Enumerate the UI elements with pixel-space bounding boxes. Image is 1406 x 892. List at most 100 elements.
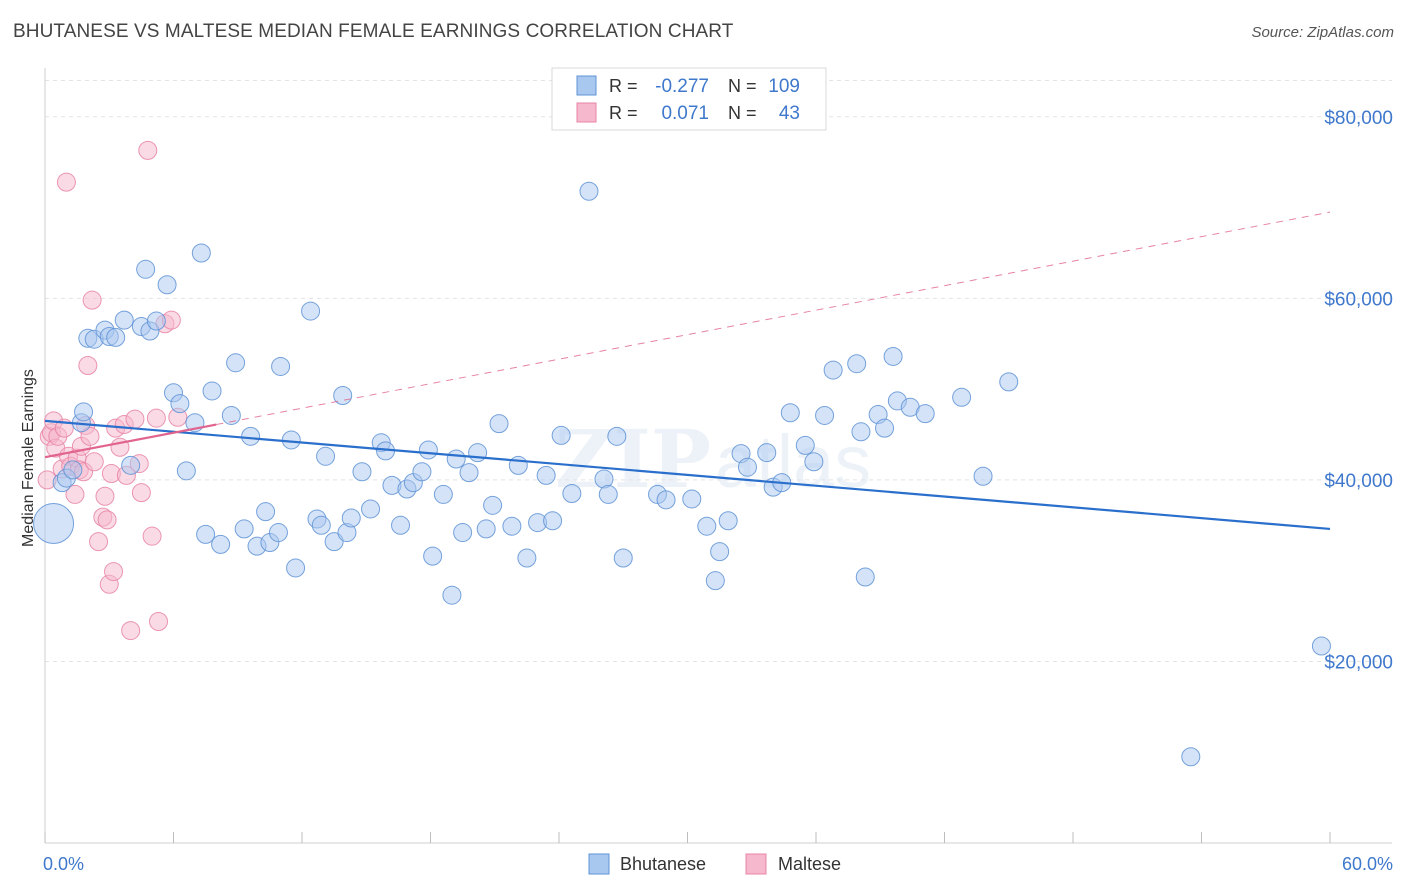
bhutanese-point [286, 558, 306, 578]
bhutanese-point [551, 425, 571, 445]
bhutanese-point [1181, 747, 1201, 767]
bhutanese-point [136, 259, 156, 279]
bhutanese-point [804, 452, 824, 472]
y-tick-labels: $20,000 $40,000 $60,000 $80,000 [1324, 108, 1393, 674]
bhutanese-point [973, 466, 993, 486]
y-tick-label-0: $20,000 [1324, 652, 1393, 673]
maltese-point [78, 356, 98, 376]
bottom-legend-swatch-maltese [745, 853, 767, 875]
bhutanese-point [316, 446, 336, 466]
maltese-point [104, 562, 124, 582]
maltese-point [146, 408, 166, 428]
bhutanese-point [847, 354, 867, 374]
maltese-point [97, 510, 117, 530]
bhutanese-point [442, 585, 462, 605]
legend-n-label-2: N = [728, 103, 757, 123]
bhutanese-point [211, 534, 231, 554]
bhutanese-point [579, 181, 599, 201]
bhutanese-point [121, 455, 141, 475]
bhutanese-point [815, 405, 835, 425]
bhutanese-point [795, 435, 815, 455]
bhutanese-point [281, 430, 301, 450]
maltese-point [125, 409, 145, 429]
legend-r-value-1: -0.277 [655, 76, 709, 97]
bhutanese-point [301, 301, 321, 321]
bhutanese-point [718, 511, 738, 531]
bhutanese-point [241, 426, 261, 446]
bhutanese-point [613, 548, 633, 568]
legend-r-value-2: 0.071 [661, 103, 709, 124]
bottom-legend: Bhutanese Maltese [588, 853, 841, 875]
bhutanese-point [176, 461, 196, 481]
legend-r-label-2: R = [609, 103, 638, 123]
bhutanese-point [324, 532, 344, 552]
bhutanese-point [952, 387, 972, 407]
bhutanese-point [598, 484, 618, 504]
x-tick-label-0: 0.0% [43, 854, 84, 874]
bhutanese-point [823, 360, 843, 380]
bhutanese-point [1311, 636, 1331, 656]
bhutanese-point [157, 275, 177, 295]
legend-n-value-1: 109 [768, 76, 800, 97]
bhutanese-point [221, 405, 241, 425]
bottom-legend-label-maltese: Maltese [778, 854, 841, 874]
bhutanese-point [33, 502, 75, 544]
bhutanese-point [63, 460, 83, 480]
bhutanese-point [352, 462, 372, 482]
y-axis-label: Median Female Earnings [20, 369, 37, 547]
bhutanese-point [710, 542, 730, 562]
axes [44, 68, 1392, 844]
maltese-point [56, 172, 76, 192]
bhutanese-point [502, 516, 522, 536]
x-tick-label-1: 60.0% [1342, 854, 1393, 874]
legend-r-label-1: R = [609, 76, 638, 96]
bhutanese-point [780, 403, 800, 423]
bhutanese-point [875, 418, 895, 438]
maltese-point [142, 526, 162, 546]
legend-n-value-2: 43 [779, 103, 800, 124]
bhutanese-point [562, 484, 582, 504]
bhutanese-point [226, 353, 246, 373]
bhutanese-point [191, 243, 211, 263]
series-bhutanese-points [33, 181, 1331, 767]
bhutanese-point [196, 524, 216, 544]
legend-n-label-1: N = [728, 76, 757, 96]
source-label: Source: ZipAtlas.com [1251, 24, 1394, 41]
bhutanese-point [423, 546, 443, 566]
bottom-legend-swatch-bhutanese [588, 853, 610, 875]
bhutanese-point [697, 516, 717, 536]
maltese-point [138, 140, 158, 160]
bhutanese-point [459, 463, 479, 483]
maltese-point [84, 452, 104, 472]
y-tick-label-2: $60,000 [1324, 289, 1393, 310]
legend-swatch-maltese [576, 102, 597, 123]
bhutanese-point [536, 465, 556, 485]
bhutanese-point [341, 508, 361, 528]
bhutanese-point [757, 443, 777, 463]
bhutanese-point [412, 462, 432, 482]
bhutanese-point [271, 356, 291, 376]
trend-line-bhutanese [44, 419, 1331, 531]
bhutanese-point [202, 381, 222, 401]
maltese-point [95, 486, 115, 506]
trend-line-maltese-extension [216, 211, 1331, 426]
maltese-point [82, 290, 102, 310]
bhutanese-point [256, 502, 276, 522]
watermark-zip: ZIP [555, 412, 711, 506]
bhutanese-point [915, 404, 935, 424]
bhutanese-point [476, 519, 496, 539]
bhutanese-point [391, 515, 411, 535]
bhutanese-point [543, 511, 563, 531]
maltese-point [149, 612, 169, 632]
bhutanese-point [883, 346, 903, 366]
bhutanese-point [74, 402, 94, 422]
bhutanese-point [268, 523, 288, 543]
x-tick-labels: 0.0% 60.0% [43, 854, 1393, 874]
bhutanese-point [311, 515, 331, 535]
bhutanese-point [446, 449, 466, 469]
y-tick-label-1: $40,000 [1324, 471, 1393, 492]
bhutanese-point [468, 443, 488, 463]
bhutanese-point [607, 426, 627, 446]
maltese-point [121, 621, 141, 641]
